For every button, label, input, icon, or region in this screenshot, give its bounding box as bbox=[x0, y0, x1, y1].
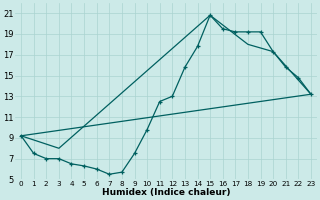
X-axis label: Humidex (Indice chaleur): Humidex (Indice chaleur) bbox=[102, 188, 230, 197]
